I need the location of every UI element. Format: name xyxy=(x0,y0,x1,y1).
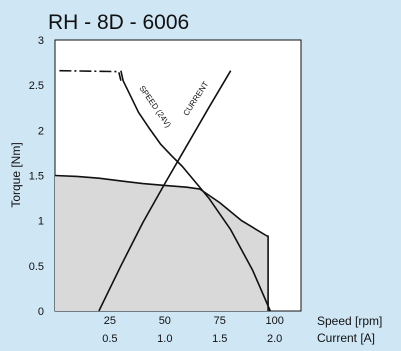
series-layer xyxy=(54,69,272,312)
operating-region xyxy=(55,175,269,311)
y-tick-labels: 0 0.5 1 1.5 2 2.5 3 xyxy=(29,35,44,318)
x-axis-label-current: Current [A] xyxy=(317,331,375,345)
series-line-speed-24v-0 xyxy=(120,70,272,312)
x-tick-label-current: 2.0 xyxy=(267,333,282,345)
y-tick-label: 2.5 xyxy=(29,80,44,92)
y-tick-label: 0.5 xyxy=(29,261,44,273)
chart-title: RH - 8D - 6006 xyxy=(48,11,189,34)
y-tick-label: 2 xyxy=(38,125,44,137)
y-tick-label: 1.5 xyxy=(29,171,44,183)
y-tick-label: 0 xyxy=(38,306,44,318)
x-tick-label-speed: 75 xyxy=(214,315,226,327)
x-tick-label-current: 1.0 xyxy=(157,333,172,345)
x-tick-label-speed: 100 xyxy=(265,315,283,327)
x-tick-label-speed: 50 xyxy=(159,315,171,327)
series-line-boundary-2 xyxy=(54,174,269,311)
x-tick-label-current: 0.5 xyxy=(102,333,117,345)
x-tick-label-speed: 25 xyxy=(104,315,116,327)
series-line-current-1 xyxy=(98,70,232,312)
y-axis-label: Torque [Nm] xyxy=(9,142,23,207)
series-line-peak-dashdot-3 xyxy=(59,69,122,81)
x-tick-labels: 25 50 75 100 0.5 1.0 1.5 2.0 xyxy=(102,315,284,345)
y-tick-label: 3 xyxy=(38,35,44,47)
y-tick-label: 1 xyxy=(38,216,44,228)
x-axis-label-speed: Speed [rpm] xyxy=(317,314,382,328)
x-tick-label-current: 1.5 xyxy=(212,333,227,345)
